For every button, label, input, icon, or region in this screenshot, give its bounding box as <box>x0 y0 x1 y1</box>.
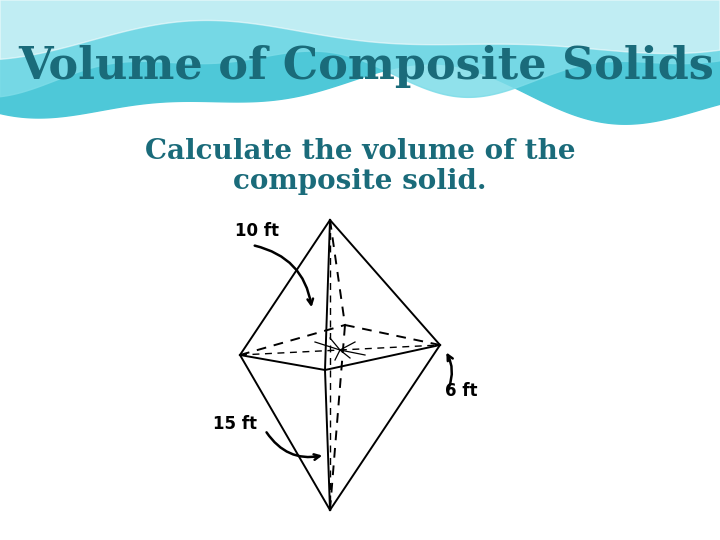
Polygon shape <box>0 0 720 59</box>
Text: 6 ft: 6 ft <box>445 382 477 400</box>
Polygon shape <box>0 0 720 97</box>
Polygon shape <box>0 0 720 124</box>
Text: 10 ft: 10 ft <box>235 222 279 240</box>
Text: Volume of Composite Solids: Volume of Composite Solids <box>18 45 714 88</box>
Text: composite solid.: composite solid. <box>233 168 487 195</box>
Text: Calculate the volume of the: Calculate the volume of the <box>145 138 575 165</box>
Text: 15 ft: 15 ft <box>213 415 257 433</box>
